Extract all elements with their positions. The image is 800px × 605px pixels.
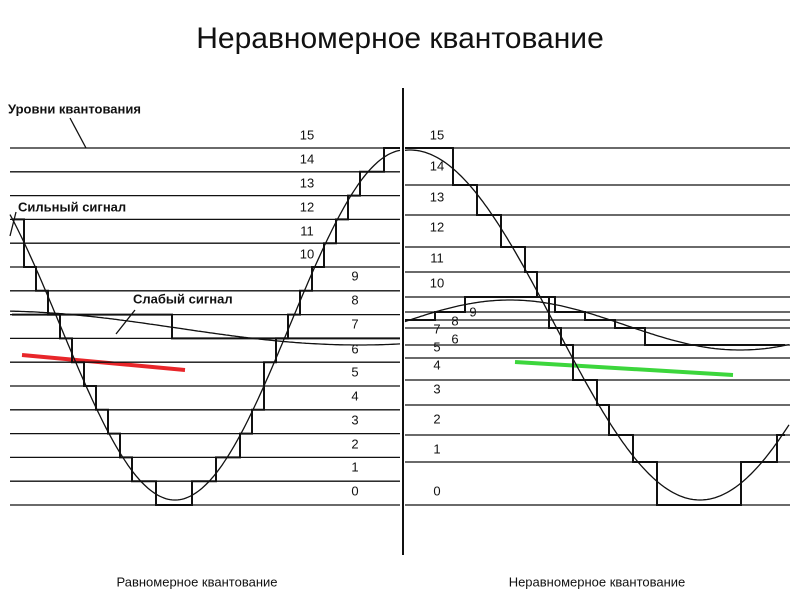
level-label: 0	[351, 483, 358, 498]
level-label: 2	[351, 436, 358, 451]
level-label: 14	[300, 151, 314, 166]
signal-curve	[404, 149, 790, 501]
level-label: 2	[433, 411, 440, 426]
level-label: 9	[351, 268, 358, 283]
level-label: 5	[433, 339, 440, 354]
level-label: 7	[433, 321, 440, 336]
level-label: 4	[433, 357, 440, 372]
level-label: 13	[300, 175, 314, 190]
level-label: 10	[430, 275, 444, 290]
strong-label: Сильный сигнал	[18, 199, 126, 214]
level-label: 1	[433, 441, 440, 456]
level-label: 10	[300, 246, 314, 261]
left-caption: Равномерное квантование	[117, 574, 278, 589]
level-label: 11	[300, 223, 314, 238]
level-label: 9	[469, 304, 476, 319]
level-label: 3	[351, 412, 358, 427]
level-label: 15	[300, 127, 314, 142]
level-label: 8	[351, 292, 358, 307]
level-label: 6	[351, 341, 358, 356]
level-label: 11	[430, 250, 444, 265]
level-label: 7	[351, 316, 358, 331]
quantized-signal	[12, 147, 400, 506]
pointer	[9, 211, 17, 237]
level-label: 6	[451, 331, 458, 346]
level-label: 12	[300, 199, 314, 214]
level-label: 4	[351, 388, 358, 403]
weak-label: Слабый сигнал	[133, 291, 233, 306]
levels-label: Уровни квантования	[8, 101, 141, 116]
level-label: 14	[430, 158, 444, 173]
quantized-signal	[12, 313, 400, 340]
level-label: 0	[433, 483, 440, 498]
signal-curve	[9, 310, 401, 346]
level-label: 15	[430, 127, 444, 142]
quantized-signal	[405, 147, 785, 506]
quantized-signal	[405, 296, 785, 346]
level-label: 12	[430, 219, 444, 234]
right-caption: Неравномерное квантование	[509, 574, 686, 589]
level-label: 5	[351, 364, 358, 379]
pointer	[69, 117, 87, 149]
green-mark	[514, 360, 734, 377]
signal-curve	[404, 299, 790, 351]
level-label: 8	[451, 313, 458, 328]
level-label: 1	[351, 459, 358, 474]
level-label: 13	[430, 189, 444, 204]
level-label: 3	[433, 381, 440, 396]
title: Неравномерное квантование	[196, 22, 604, 55]
